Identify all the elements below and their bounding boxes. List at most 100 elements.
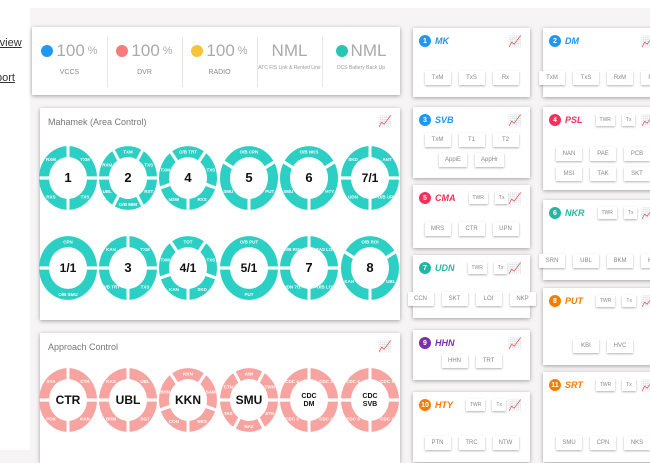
channel-button[interactable]: RxS [641,71,650,85]
channel-button[interactable]: BKM [607,254,633,268]
sector-ring[interactable]: CTR KAN POX SYA CTR [36,367,100,433]
channel-button[interactable]: LOI [475,292,502,306]
chart-icon[interactable]: 📈 [378,116,392,128]
ring-segment[interactable] [341,146,369,177]
channel-button[interactable]: UBL [573,254,599,268]
sector-ring[interactable]: ANT O/B UPN UDN SKD 7/1 [338,145,402,211]
ring-segment[interactable] [371,368,399,399]
ring-segment[interactable] [99,179,118,205]
channel-button[interactable]: CCN [407,292,434,306]
channel-button[interactable]: TxM [424,133,451,147]
ring-segment[interactable] [159,375,176,409]
channel-button[interactable]: TxS [458,71,485,85]
sector-ring[interactable]: CDC 1 CDC 2 CDC 3 CDC 4 CDC DM [277,367,341,433]
channel-button[interactable]: PCB [624,147,650,161]
sector-ring[interactable]: TAS LOK O/B LOK UDN 7/1 O/B ROI 7 [277,235,341,301]
chart-icon[interactable]: 📈 [508,400,522,412]
ring-segment[interactable] [69,368,97,399]
ring-segment[interactable] [99,236,127,267]
channel-button[interactable]: RxM [607,71,633,85]
ring-segment[interactable] [220,401,239,427]
channel-button[interactable]: PTN [424,436,451,450]
channel-button[interactable]: Rx [492,71,519,85]
mode-button[interactable]: TWR [595,379,616,391]
ring-segment[interactable] [129,236,157,267]
mode-button[interactable]: TWR [468,192,488,204]
channel-button[interactable]: PAE [590,147,616,161]
ring-segment[interactable] [345,236,395,257]
ring-segment[interactable] [160,276,187,300]
ring-segment[interactable] [371,401,399,432]
ring-segment[interactable] [172,368,204,383]
channel-button[interactable]: SKT [624,167,650,181]
channel-button[interactable]: NKP [509,292,536,306]
ring-segment[interactable] [280,269,308,300]
ring-segment[interactable] [224,146,274,167]
ring-segment[interactable] [200,243,217,277]
ring-segment[interactable] [259,373,278,399]
channel-button[interactable]: NKS [624,436,650,450]
channel-button[interactable]: T1 [458,133,485,147]
ring-segment[interactable] [159,153,176,187]
sector-ring[interactable]: KKN SAM NKS CON BHN KKN [156,367,220,433]
channel-button[interactable]: CPN [590,436,616,450]
sector-ring[interactable]: O/B TRT TXS RXS NSW TXM 4 [156,145,220,211]
ring-segment[interactable] [39,146,67,177]
ring-segment[interactable] [371,146,399,177]
ring-segment[interactable] [172,236,204,251]
ring-segment[interactable] [39,401,67,432]
ring-segment[interactable] [69,401,97,432]
nav-overview[interactable]: rview [0,37,22,49]
ring-segment[interactable] [341,368,369,399]
sector-ring[interactable]: O/B CPN PUT SMU 5 [217,145,281,211]
channel-button[interactable]: CTR [458,222,485,236]
ring-segment[interactable] [159,243,176,277]
channel-button[interactable]: TxS [573,71,599,85]
ring-segment[interactable] [189,186,216,210]
ring-segment[interactable] [259,401,278,427]
mode-button[interactable]: TWR [467,262,487,274]
sector-ring[interactable]: TXM TXS RXT O/B MIM UBL RXM 2 [96,145,160,211]
ring-segment[interactable] [310,163,338,210]
chart-icon[interactable]: 📈 [508,263,522,275]
sector-ring[interactable]: TXM TXS O/B TRT KAN 3 [96,235,160,301]
ring-segment[interactable] [114,146,142,160]
ring-segment[interactable] [371,253,399,300]
ring-segment[interactable] [220,236,278,267]
channel-button[interactable]: SRN [539,254,565,268]
mode-button[interactable]: TWR [596,295,616,307]
channel-button[interactable]: SMU [556,436,582,450]
mode-button[interactable]: Tx [622,295,636,307]
channel-button[interactable]: TxM [539,71,565,85]
mode-button[interactable]: Tx [494,192,509,204]
ring-segment[interactable] [39,269,97,300]
ring-segment[interactable] [129,269,157,300]
chart-icon[interactable]: 📈 [508,36,522,48]
ring-segment[interactable] [39,236,97,267]
chart-icon[interactable]: 📈 [641,115,650,127]
ring-segment[interactable] [160,186,187,210]
sector-ring[interactable]: TOT TXS SKD KAN TXM 4/1 [156,235,220,301]
ring-segment[interactable] [99,151,118,177]
mode-button[interactable]: Tx [492,399,506,411]
ring-segment[interactable] [138,151,157,177]
chart-icon[interactable]: 📈 [378,341,392,353]
ring-segment[interactable] [189,276,216,300]
channel-button[interactable]: MSI [556,167,582,181]
ring-segment[interactable] [114,196,142,210]
ring-segment[interactable] [280,163,308,210]
channel-button[interactable]: T2 [492,133,519,147]
ring-segment[interactable] [200,375,217,409]
ring-segment[interactable] [310,269,338,300]
ring-segment[interactable] [280,236,308,267]
channel-button[interactable]: TRT [475,354,502,368]
ring-segment[interactable] [341,253,369,300]
sector-ring[interactable]: TXM TXS RXS RXM 1 [36,145,100,211]
channel-button[interactable]: SKT [441,292,468,306]
chart-icon[interactable]: 📈 [641,36,650,48]
ring-segment[interactable] [189,408,216,432]
channel-button[interactable]: UPN [492,222,519,236]
chart-icon[interactable]: 📈 [641,380,650,392]
mode-button[interactable]: TWR [597,207,617,219]
mode-button[interactable]: Tx [621,114,636,126]
